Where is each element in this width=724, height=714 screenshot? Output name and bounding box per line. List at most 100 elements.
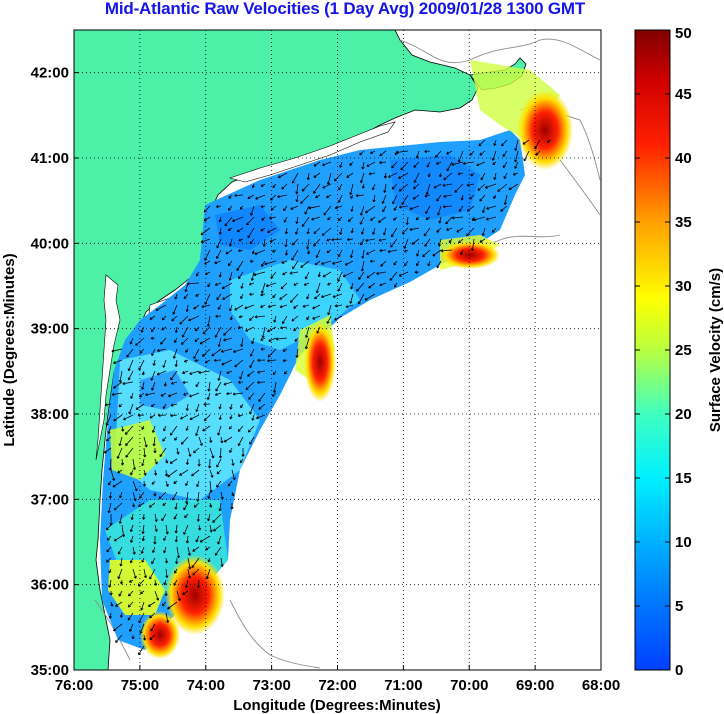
velocity-arrow [423,227,431,237]
velocity-arrow [108,480,112,486]
velocity-arrow [209,480,213,493]
velocity-arrow [115,601,123,607]
velocity-arrow [312,304,321,310]
velocity-arrow [238,249,244,253]
velocity-arrow [347,216,354,222]
velocity-arrow [337,249,343,258]
velocity-arrow [233,348,244,354]
velocity-arrow [106,546,112,553]
velocity-arrow [140,590,145,595]
velocity-arrow [167,392,178,398]
colorbar: 0 5 10 15 20 25 30 35 40 45 50 Surface Velocity (c… [634,25,724,679]
velocity-arrow [501,139,508,147]
velocity-arrow [282,271,288,276]
velocity-arrow [130,513,134,520]
y-tick-label: 40:00 [31,235,69,252]
velocity-arrow [129,623,134,632]
velocity-arrow [372,227,376,235]
velocity-arrow [357,293,365,305]
velocity-arrow [433,183,442,189]
velocity-arrow [209,469,214,478]
y-tick-label: 42:00 [31,65,69,82]
velocity-arrow [215,381,222,392]
velocity-arrow [107,502,112,514]
velocity-arrow [251,183,255,189]
velocity-arrow [313,172,321,178]
velocity-arrow [117,568,123,580]
velocity-arrow [140,326,145,333]
velocity-arrow [127,370,134,381]
velocity-arrow [307,249,311,255]
velocity-arrow [493,194,497,199]
velocity-arrow [315,249,321,259]
velocity-arrow [149,612,156,619]
velocity-arrow [187,447,192,457]
velocity-arrow [388,172,398,178]
velocity-arrow [426,161,431,168]
velocity-arrow [424,149,431,153]
velocity-arrow [138,359,145,371]
velocity-arrow [193,348,200,359]
velocity-arrow [165,480,169,487]
velocity-arrow [267,359,277,363]
velocity-arrow [272,183,277,189]
x-tick-label: 72:00 [318,677,356,694]
velocity-arrow [446,150,453,155]
velocity-arrow [491,150,497,161]
velocity-arrow [119,557,123,567]
velocity-arrow [240,293,244,300]
velocity-arrow [209,502,213,508]
map-panel [74,30,601,670]
velocity-arrow [164,557,169,564]
velocity-arrow [322,271,332,278]
velocity-arrow [238,315,244,319]
velocity-arrow [164,590,168,597]
velocity-arrow [361,183,365,189]
velocity-arrow [153,448,157,454]
velocity-arrow [117,469,123,474]
velocity-arrow [283,205,288,212]
velocity-arrow [119,491,123,499]
velocity-arrow [223,436,233,443]
velocity-arrow [130,392,134,399]
velocity-arrow [443,194,453,198]
velocity-arrow [218,216,222,223]
x-tick-label: 68:00 [582,677,620,694]
velocity-arrow [130,535,134,543]
velocity-arrow [365,238,376,242]
y-tick-label: 39:00 [31,321,69,338]
velocity-arrow [182,590,189,595]
velocity-arrow [280,282,288,290]
colorbar-tick-label: 5 [675,598,683,615]
velocity-arrow [118,590,123,597]
velocity-arrow [128,590,134,597]
velocity-arrow [216,480,222,488]
velocity-arrow [323,205,332,216]
colorbar-tick-label: 45 [675,86,692,103]
velocity-arrow [216,293,222,301]
velocity-arrow [383,172,388,179]
velocity-arrow [442,205,453,209]
velocity-arrow [203,216,211,222]
velocity-arrow [368,172,376,176]
velocity-arrow [150,403,156,407]
velocity-arrow [118,403,123,408]
velocity-arrow [185,348,189,353]
velocity-arrow [322,161,332,167]
velocity-arrow [135,337,145,346]
velocity-arrow [202,425,211,432]
velocity-arrow [205,546,211,551]
velocity-arrow [360,227,365,235]
velocity-arrow [393,260,398,266]
velocity-arrow [231,458,235,466]
velocity-arrow [391,183,398,190]
velocity-arrow [141,524,145,535]
velocity-arrow [230,503,234,510]
velocity-arrow [415,216,420,221]
velocity-arrow [118,513,123,524]
velocity-arrow [416,249,420,257]
velocity-arrow [113,414,123,422]
velocity-arrow [306,293,310,300]
velocity-arrow [359,150,365,156]
velocity-arrow [283,216,288,223]
